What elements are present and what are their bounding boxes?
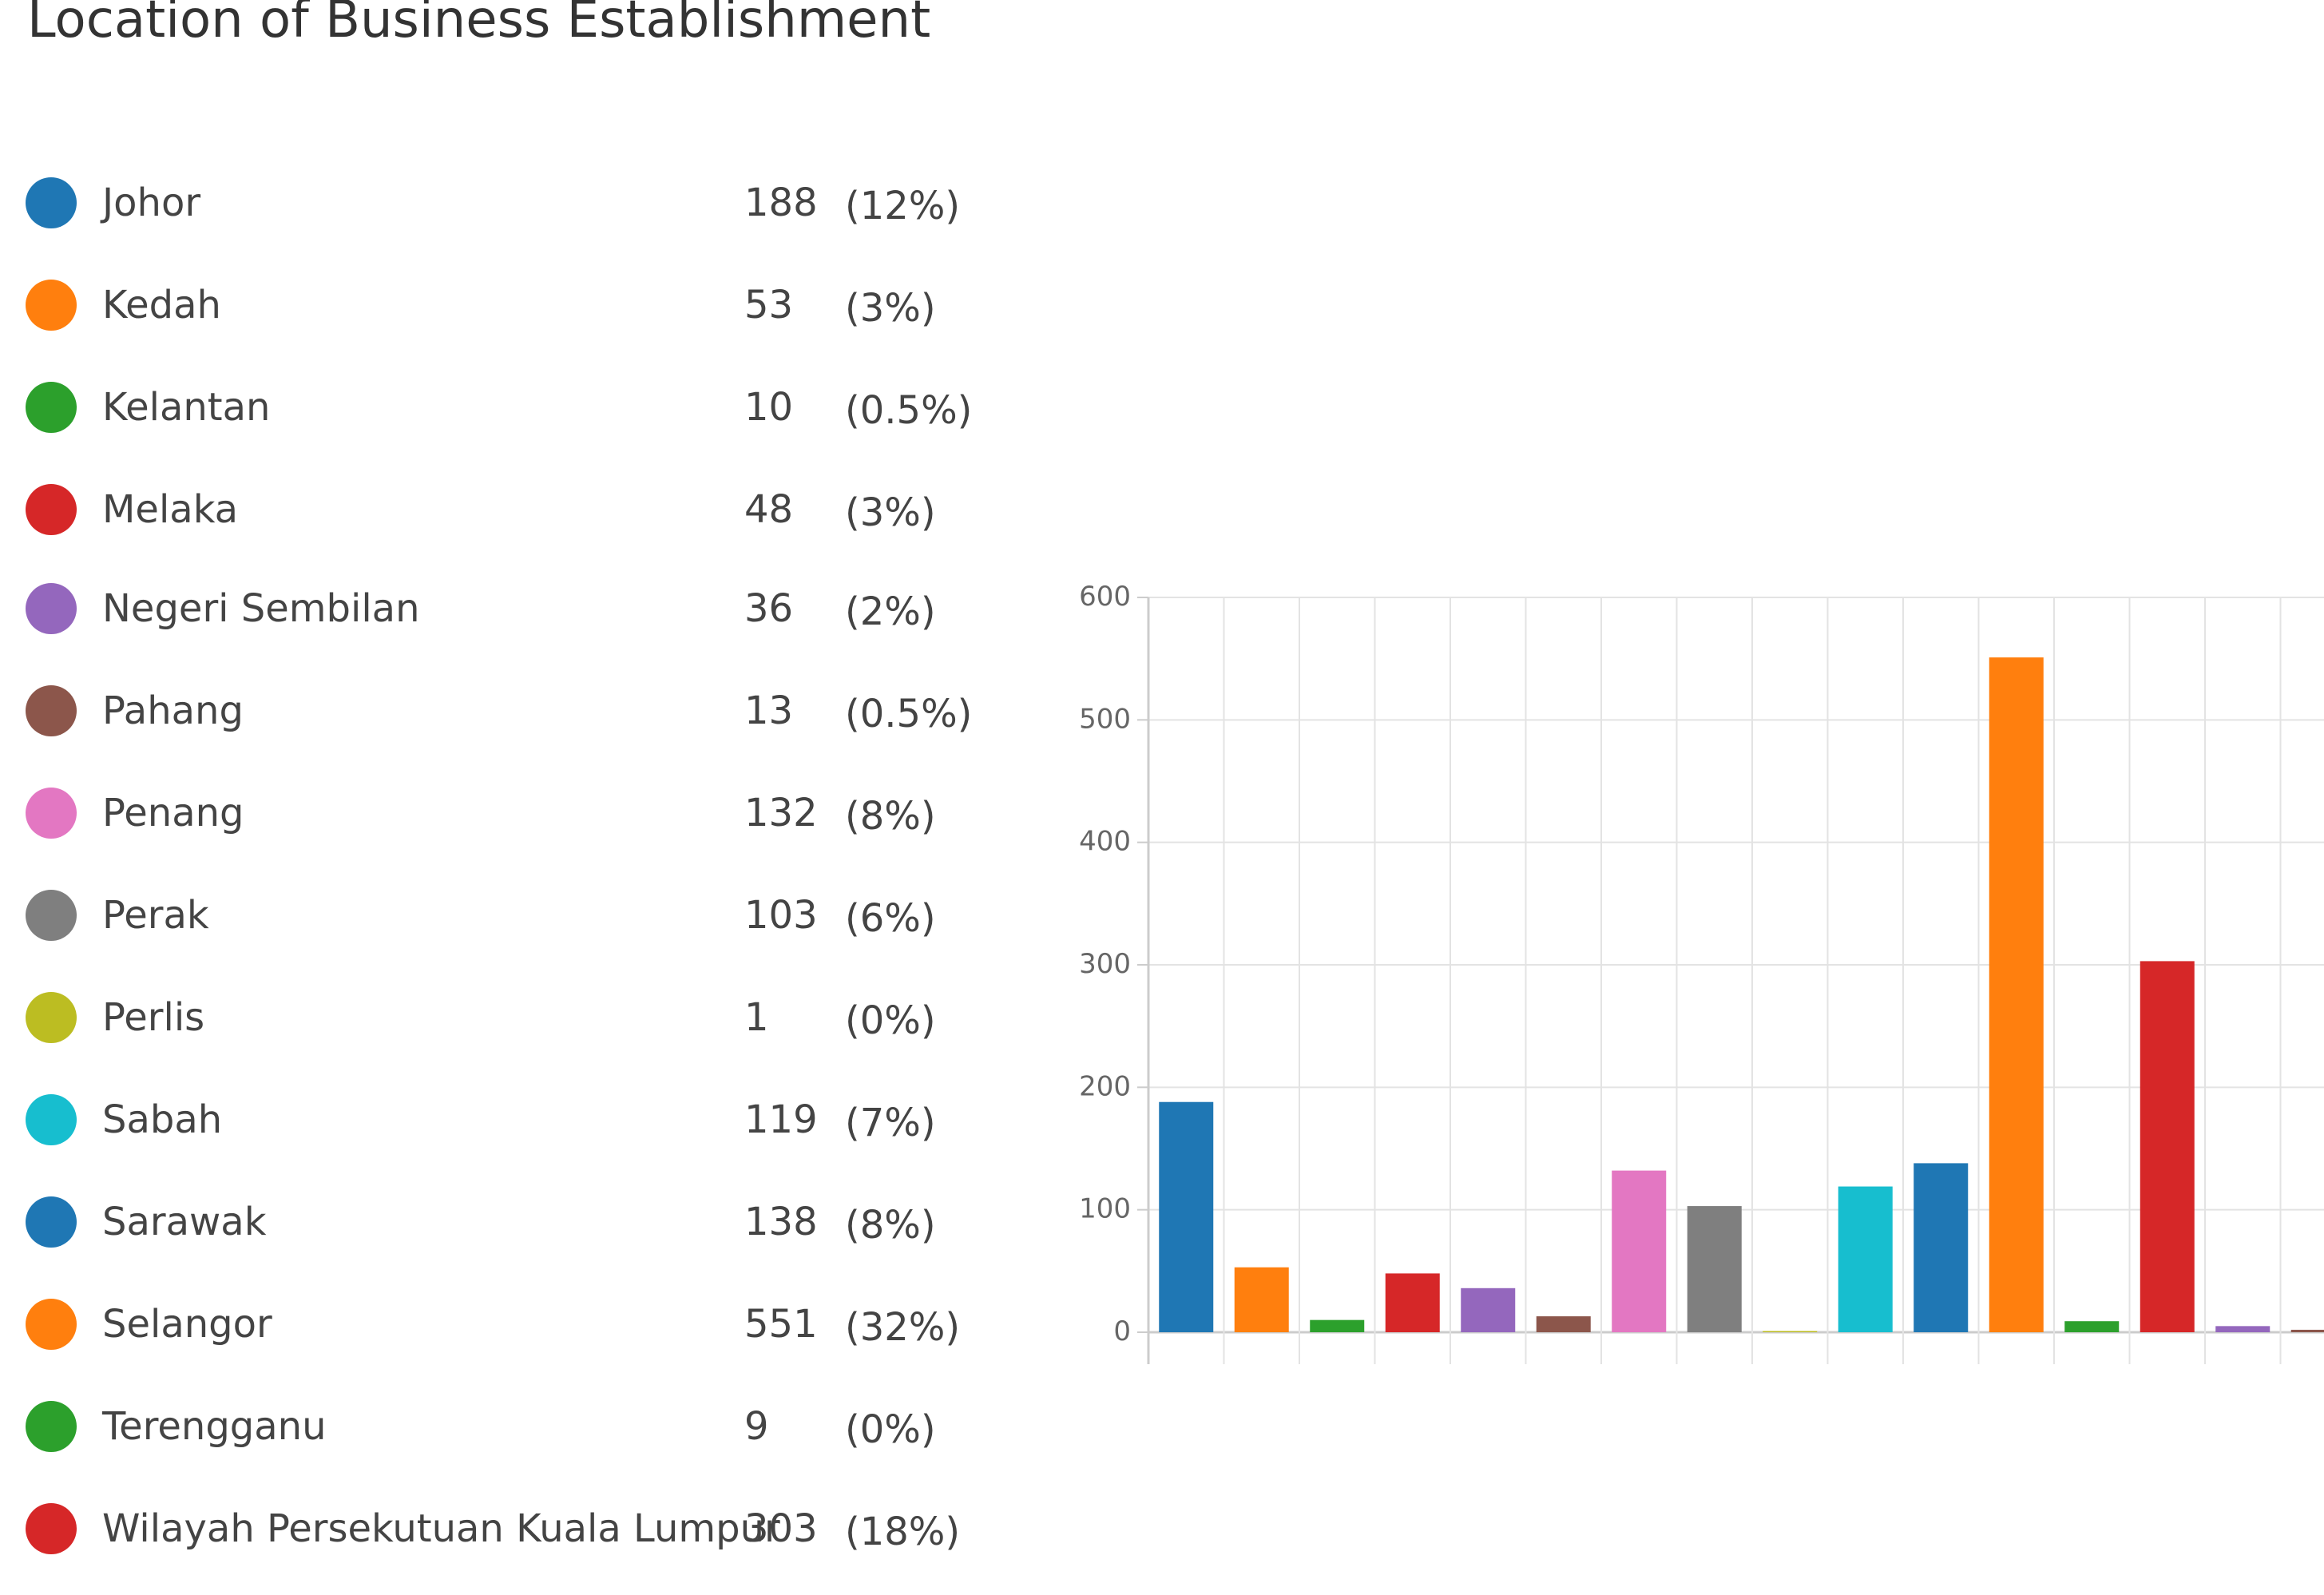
- legend-label: Perlis: [102, 995, 205, 1040]
- chart-title: Location of Business Establishment: [27, 0, 931, 50]
- legend-label: Wilayah Persekutuan Kuala Lumpur: [102, 1506, 780, 1551]
- bar: [1914, 1163, 1969, 1332]
- legend-label: Kedah: [102, 283, 221, 327]
- legend-item: Terengganu 9 (0%): [26, 1395, 1032, 1458]
- bar: [2064, 1321, 2120, 1332]
- legend-item: Negeri Sembilan 36 (2%): [26, 577, 1032, 641]
- legend-count: 303: [744, 1506, 818, 1551]
- legend-count: 9: [744, 1404, 769, 1449]
- legend-item: Sarawak 138 (8%): [26, 1190, 1032, 1254]
- legend-percentage: (8%): [845, 794, 936, 839]
- legend-percentage: (0%): [845, 1407, 936, 1452]
- legend-count: 10: [744, 385, 794, 430]
- legend-percentage: (3%): [845, 286, 936, 331]
- y-tick-label: 200: [1079, 1070, 1131, 1102]
- legend-color-dot-icon: [26, 992, 77, 1043]
- legend-count: 138: [744, 1200, 818, 1244]
- legend-label: Sabah: [102, 1097, 223, 1142]
- y-tick-label: 500: [1079, 703, 1131, 735]
- legend-percentage: (6%): [845, 896, 936, 941]
- legend-color-dot-icon: [26, 484, 77, 535]
- legend-color-dot-icon: [26, 280, 77, 331]
- legend-label: Pahang: [102, 688, 244, 733]
- legend-item: Wilayah Persekutuan Kuala Lumpur 303 (18%): [26, 1497, 1032, 1561]
- legend-item: Perak 103 (6%): [26, 883, 1032, 947]
- legend-item: Perlis 1 (0%): [26, 986, 1032, 1049]
- legend-percentage: (0.5%): [845, 388, 973, 433]
- legend-percentage: (0.5%): [845, 692, 973, 736]
- bar: [1838, 1186, 1893, 1332]
- legend-color-dot-icon: [26, 685, 77, 736]
- legend-color-dot-icon: [26, 1196, 77, 1248]
- legend-color-dot-icon: [26, 1401, 77, 1452]
- bar: [1234, 1267, 1289, 1332]
- legend-percentage: (3%): [845, 490, 936, 535]
- legend-item: Selangor 551 (32%): [26, 1292, 1032, 1356]
- legend-count: 53: [744, 283, 794, 327]
- bar: [2215, 1326, 2270, 1332]
- legend-label: Melaka: [102, 487, 239, 532]
- legend-color-dot-icon: [26, 583, 77, 634]
- y-tick-label: 300: [1079, 948, 1131, 980]
- legend-item: Kedah 53 (3%): [26, 273, 1032, 337]
- legend: Johor 188 (12%) Kedah 53 (3%) Kelantan 10 (0.5%)…: [26, 0, 1064, 1595]
- bar: [1461, 1288, 1516, 1332]
- legend-count: 132: [744, 791, 818, 835]
- legend-label: Terengganu: [102, 1404, 327, 1449]
- legend-label: Johor: [102, 181, 201, 225]
- bar: [1687, 1206, 1742, 1332]
- legend-count: 36: [744, 586, 794, 631]
- legend-percentage: (12%): [845, 184, 961, 228]
- legend-label: Negeri Sembilan: [102, 586, 420, 631]
- legend-item: Sabah 119 (7%): [26, 1088, 1032, 1152]
- legend-item: Johor 188 (12%): [26, 171, 1032, 235]
- bar-chart-svg: 0 100 200 300 400 500 600: [1079, 581, 2324, 1364]
- bar: [1612, 1170, 1667, 1332]
- legend-label: Sarawak: [102, 1200, 267, 1244]
- bar: [1159, 1101, 1214, 1332]
- bar: [2140, 961, 2195, 1332]
- legend-label: Perak: [102, 893, 209, 938]
- bar: [1385, 1273, 1440, 1332]
- legend-percentage: (32%): [845, 1305, 961, 1350]
- bar-chart: 0 100 200 300 400 500 600: [1038, 559, 2324, 1390]
- y-tick-label: 0: [1113, 1315, 1131, 1347]
- legend-count: 103: [744, 893, 818, 938]
- bar: [1310, 1319, 1365, 1332]
- legend-label: Selangor: [102, 1302, 272, 1347]
- legend-count: 48: [744, 487, 794, 532]
- legend-percentage: (7%): [845, 1101, 936, 1145]
- y-tick-label: 400: [1079, 826, 1131, 858]
- bar: [1536, 1316, 1591, 1332]
- legend-count: 13: [744, 688, 794, 733]
- legend-label: Kelantan: [102, 385, 271, 430]
- legend-color-dot-icon: [26, 788, 77, 839]
- legend-item: Melaka 48 (3%): [26, 478, 1032, 542]
- legend-label: Penang: [102, 791, 244, 835]
- legend-count: 551: [744, 1302, 818, 1347]
- y-tick-label: 100: [1079, 1193, 1131, 1225]
- y-tick-label: 600: [1079, 581, 1131, 613]
- bar: [1989, 657, 2044, 1332]
- legend-color-dot-icon: [26, 1094, 77, 1145]
- legend-percentage: (2%): [845, 589, 936, 634]
- legend-color-dot-icon: [26, 1503, 77, 1554]
- legend-color-dot-icon: [26, 890, 77, 941]
- legend-color-dot-icon: [26, 177, 77, 228]
- bar: [1763, 1331, 1818, 1332]
- legend-percentage: (0%): [845, 998, 936, 1043]
- legend-percentage: (8%): [845, 1203, 936, 1248]
- legend-item: Penang 132 (8%): [26, 781, 1032, 845]
- legend-count: 188: [744, 181, 818, 225]
- bar: [2290, 1329, 2324, 1332]
- legend-percentage: (18%): [845, 1510, 961, 1554]
- legend-color-dot-icon: [26, 382, 77, 433]
- legend-item: Kelantan 10 (0.5%): [26, 375, 1032, 439]
- legend-count: 1: [744, 995, 769, 1040]
- legend-item: Pahang 13 (0.5%): [26, 679, 1032, 743]
- legend-count: 119: [744, 1097, 818, 1142]
- legend-color-dot-icon: [26, 1299, 77, 1350]
